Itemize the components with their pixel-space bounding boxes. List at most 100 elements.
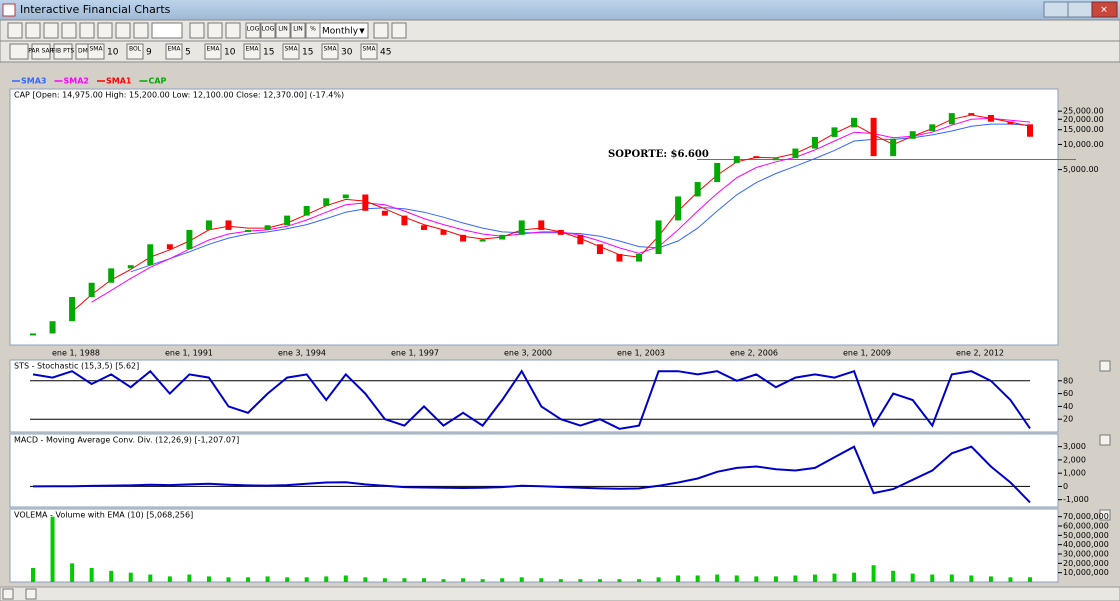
y-tick-label: 1,000 <box>1063 469 1086 478</box>
panel-close[interactable] <box>1099 360 1111 372</box>
close-x: ✕ <box>1100 6 1108 16</box>
indicator-name: SMA <box>89 46 103 53</box>
volume-bar <box>656 577 661 582</box>
indicator-button[interactable] <box>126 43 144 60</box>
window-title: Interactive Financial Charts <box>20 3 171 16</box>
indicator-period: 5 <box>185 48 191 58</box>
candle <box>264 225 271 230</box>
candle <box>205 220 212 230</box>
candle <box>460 234 467 242</box>
volume-bar <box>930 574 935 582</box>
maximize[interactable] <box>1067 1 1093 18</box>
x-tick-label: ene 3, 2000 <box>504 349 552 358</box>
candle <box>890 138 897 157</box>
indicator-period: 9 <box>146 48 152 58</box>
scale-button[interactable] <box>260 22 276 39</box>
volume-bar <box>988 576 993 582</box>
scale-button[interactable] <box>275 22 291 39</box>
x-tick-label: ene 1, 2009 <box>843 349 891 358</box>
tool-button[interactable] <box>391 22 407 39</box>
panel-close[interactable] <box>1099 509 1111 521</box>
candle <box>968 113 975 116</box>
tool-button[interactable] <box>7 22 23 39</box>
tool-button[interactable] <box>373 22 389 39</box>
scale-button[interactable] <box>290 22 306 39</box>
panel-title: MACD - Moving Average Conv. Div. (12,26,… <box>14 436 239 445</box>
panel-close[interactable] <box>1099 434 1111 446</box>
sma-line <box>130 123 1031 273</box>
scale-button[interactable] <box>305 22 321 39</box>
indicator-name: BOL <box>129 46 142 53</box>
volume-bar <box>500 578 505 582</box>
tool-button[interactable] <box>189 22 205 39</box>
candle <box>655 220 662 254</box>
y-tick-label: 10,000.00 <box>1063 140 1104 149</box>
volume-bar <box>421 578 426 582</box>
volume-bar <box>226 577 231 582</box>
tool-button[interactable] <box>225 22 241 39</box>
volume-bar <box>441 579 446 582</box>
volume-bar <box>461 578 466 582</box>
indicator-button[interactable] <box>282 43 300 60</box>
volume-bar <box>324 576 329 582</box>
tool-button-label: FIB PTS <box>52 48 75 55</box>
tool-button[interactable] <box>53 43 73 60</box>
volume-bar <box>637 579 642 582</box>
tool-button[interactable] <box>9 43 29 60</box>
tool-button[interactable] <box>25 22 41 39</box>
tool-button[interactable] <box>133 22 149 39</box>
candle <box>88 282 95 297</box>
candle <box>831 127 838 137</box>
volume-bar <box>734 575 739 582</box>
candle <box>440 229 447 235</box>
volume-bar <box>50 516 55 582</box>
y-tick-label: -1,000 <box>1063 495 1089 504</box>
tool-button[interactable] <box>115 22 131 39</box>
volume-bar <box>31 568 35 582</box>
y-tick-label: 3,000 <box>1063 442 1086 451</box>
volume-bar <box>167 576 172 582</box>
status-icon[interactable] <box>2 588 14 600</box>
candle <box>284 215 291 226</box>
y-tick-label: 20,000.00 <box>1063 115 1104 124</box>
tool-button[interactable] <box>207 22 223 39</box>
volume-bar <box>676 575 681 582</box>
tool-button[interactable] <box>97 22 113 39</box>
volume-bar <box>773 576 778 582</box>
volume-bar <box>1008 577 1013 582</box>
combo[interactable] <box>151 22 183 39</box>
indicator-button[interactable] <box>243 43 261 60</box>
scale-button[interactable] <box>245 22 261 39</box>
indicator-period: 30 <box>341 48 353 58</box>
volume-bar <box>695 575 700 582</box>
tool-button[interactable] <box>31 43 51 60</box>
volume-bar <box>832 573 837 582</box>
indicator-button[interactable] <box>165 43 183 60</box>
status-bar <box>0 586 1120 601</box>
legend-label: SMA2 <box>63 77 88 86</box>
candle <box>69 296 76 322</box>
indicator-button[interactable] <box>321 43 339 60</box>
indicator-button[interactable] <box>360 43 378 60</box>
close[interactable] <box>1091 1 1118 18</box>
volume-bar <box>109 570 114 582</box>
tool-button[interactable] <box>79 22 95 39</box>
dropdown-arrow: ▼ <box>359 27 365 35</box>
volume-bar <box>89 568 94 582</box>
indicator-button[interactable] <box>87 43 105 60</box>
indicator-name: SMA <box>323 46 337 53</box>
status-icon[interactable] <box>25 588 37 600</box>
indicator-period: 10 <box>107 48 119 58</box>
candle <box>675 196 682 221</box>
y-tick-label: 10,000,000 <box>1063 568 1109 577</box>
candle <box>909 131 916 139</box>
minimize[interactable] <box>1043 1 1069 18</box>
tool-button[interactable] <box>43 22 59 39</box>
tool-button[interactable] <box>61 22 77 39</box>
scale-button-label: LIN <box>278 26 288 33</box>
indicator-line <box>32 445 1031 504</box>
y-tick-label: 60,000,000 <box>1063 522 1109 531</box>
volume-bar <box>382 578 387 582</box>
indicator-button[interactable] <box>204 43 222 60</box>
